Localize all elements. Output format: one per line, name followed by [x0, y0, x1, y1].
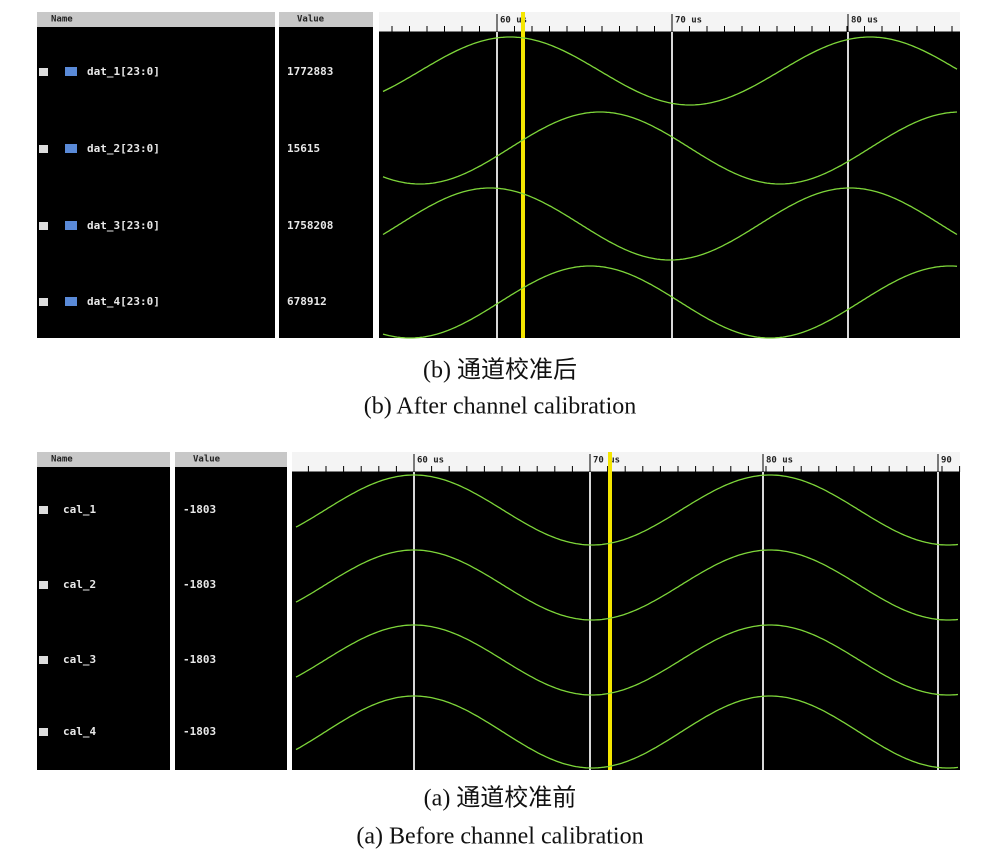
expand-box	[39, 581, 48, 589]
expand-box	[39, 298, 48, 306]
name-header	[37, 452, 170, 467]
name-header	[37, 12, 275, 27]
signal-name: cal_4	[63, 725, 96, 738]
name-column	[37, 12, 275, 338]
expand-box	[39, 656, 48, 664]
time-label: 80 us	[851, 16, 878, 26]
waveform	[382, 265, 958, 339]
caption-en: (a) Before channel calibration	[356, 824, 643, 850]
waveform	[295, 474, 959, 546]
waveform	[382, 36, 958, 106]
wave-area	[292, 452, 960, 770]
value-header-label: Value	[297, 15, 325, 25]
name-column	[37, 452, 170, 770]
time-label: 70 us	[593, 456, 620, 466]
ruler	[292, 452, 960, 472]
expand-box	[39, 68, 48, 76]
waveform	[382, 111, 958, 185]
value-header-label: Value	[193, 455, 221, 465]
signal-value: 1772883	[287, 65, 333, 78]
name-header-label: Name	[51, 455, 73, 465]
waveform	[295, 695, 959, 769]
expand-box	[39, 506, 48, 514]
value-column	[279, 12, 373, 338]
signal-name: cal_1	[63, 503, 96, 516]
time-label: 60 us	[417, 456, 444, 466]
signal-name: dat_4[23:0]	[87, 295, 160, 308]
signal-icon	[65, 221, 77, 230]
caption-cn: (a) 通道校准前	[424, 785, 577, 812]
caption-en: (b) After channel calibration	[364, 394, 637, 420]
signal-value: -1803	[183, 653, 216, 666]
value-header	[175, 452, 287, 467]
expand-box	[39, 145, 48, 153]
signal-name: dat_2[23:0]	[87, 142, 160, 155]
waveform	[382, 187, 958, 261]
signal-name: cal_3	[63, 653, 96, 666]
waveform	[295, 549, 959, 621]
signal-value: -1803	[183, 503, 216, 516]
value-column	[175, 452, 287, 770]
signal-name: cal_2	[63, 578, 96, 591]
signal-icon	[65, 67, 77, 76]
signal-value: 1758208	[287, 219, 333, 232]
name-header-label: Name	[51, 15, 73, 25]
signal-value: -1803	[183, 725, 216, 738]
signal-value: 15615	[287, 142, 320, 155]
expand-box	[39, 222, 48, 230]
time-label: 70 us	[675, 16, 702, 26]
signal-name: dat_3[23:0]	[87, 219, 160, 232]
signal-value: 678912	[287, 295, 327, 308]
signal-value: -1803	[183, 578, 216, 591]
value-header	[279, 12, 373, 27]
caption-cn: (b) 通道校准后	[423, 357, 577, 384]
signal-name: dat_1[23:0]	[87, 65, 160, 78]
wave-area	[379, 12, 960, 338]
time-label: 90	[941, 456, 952, 466]
expand-box	[39, 728, 48, 736]
waveform	[295, 624, 959, 696]
signal-icon	[65, 297, 77, 306]
time-label: 60 us	[500, 16, 527, 26]
signal-icon	[65, 144, 77, 153]
time-label: 80 us	[766, 456, 793, 466]
